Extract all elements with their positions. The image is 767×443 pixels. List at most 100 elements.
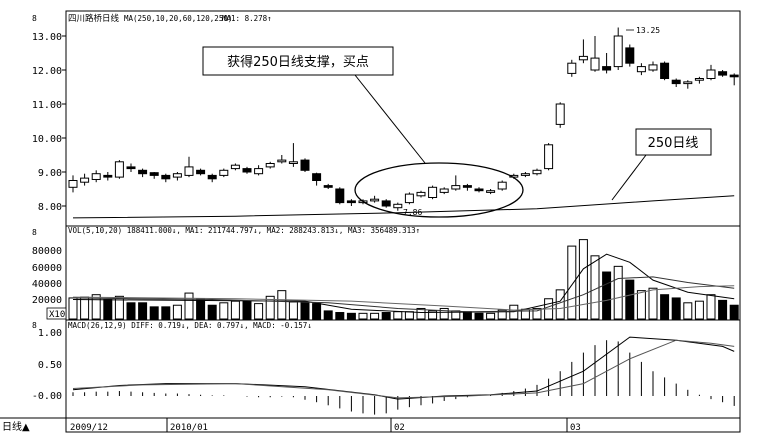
volume-bar [683, 302, 693, 320]
price-tick-label: 13.00 [32, 32, 62, 43]
volume-bar [729, 304, 739, 320]
volume-bar [718, 299, 728, 320]
candle-body [184, 166, 194, 176]
volume-bar [428, 310, 438, 320]
candle-body [114, 161, 124, 178]
ma-params: MA(250,10,20,60,120,250) [124, 14, 232, 23]
candle-body [196, 169, 206, 175]
volume-bar [660, 294, 670, 320]
volume-bar [312, 303, 322, 320]
candle-body [544, 144, 554, 170]
volume-bar [404, 311, 414, 320]
candle-body [474, 188, 484, 192]
timeframe-button[interactable]: 日线▲ [2, 420, 30, 433]
volume-bar [126, 302, 136, 320]
candle-body [172, 173, 182, 178]
macd-tick-label: -0.00 [32, 391, 62, 402]
volume-bar [196, 298, 206, 320]
volume-bar [300, 301, 310, 320]
candle-body [277, 159, 287, 163]
corner-mark-vol[interactable]: 8 [32, 228, 37, 237]
volume-bar [288, 301, 298, 320]
candle-body [416, 191, 426, 197]
candle-body [613, 35, 623, 68]
low-price-label: 7.86 [403, 208, 422, 217]
candle-body [683, 81, 693, 85]
price-tick-label: 10.00 [32, 134, 62, 145]
candle-body [462, 185, 472, 188]
candle-body [91, 173, 101, 180]
volume-unit: X10 [49, 310, 65, 320]
candle-body [520, 173, 530, 176]
corner-mark-top[interactable]: 8 [32, 14, 37, 23]
volume-bar [172, 304, 182, 320]
volume-bar [346, 312, 356, 320]
volume-bar [486, 312, 496, 320]
candle-body [451, 185, 461, 190]
macd-dea-line [72, 339, 735, 399]
candle-body [729, 74, 739, 78]
volume-bar [149, 306, 159, 320]
macd-tick-label: 0.50 [38, 360, 62, 371]
candle-body [265, 163, 275, 168]
candle-body [567, 62, 577, 74]
candle-body [486, 190, 496, 193]
x-axis-label: 2009/12 [70, 423, 108, 433]
volume-bar [335, 312, 345, 320]
macd-header: MACD(26,12,9) DIFF: 0.719↓, DEA: 0.797↓,… [68, 321, 312, 330]
volume-unit-box [46, 307, 67, 320]
macd-diff-line [72, 336, 735, 400]
support-callout-pointer [354, 74, 426, 164]
volume-bar [567, 245, 577, 320]
chart-frame [65, 10, 741, 433]
volume-bar [416, 307, 426, 320]
x-axis-label: 02 [394, 423, 405, 433]
volume-bar [254, 303, 264, 320]
volume-tick-label: 40000 [32, 279, 62, 290]
volume-bar [497, 309, 507, 320]
volume-bar [207, 304, 217, 320]
ma250-callout-pointer [611, 154, 647, 201]
candle-body [126, 166, 136, 170]
candle-body [370, 198, 380, 202]
candle-body [625, 47, 635, 64]
candle-body [242, 168, 252, 173]
candle-body [254, 168, 264, 175]
volume-bar [578, 239, 588, 320]
x-axis-label: 03 [570, 423, 581, 433]
candle-body [706, 69, 716, 79]
ma250-callout-text: 250日线 [648, 136, 699, 151]
volume-bar [381, 312, 391, 320]
volume-bar [462, 311, 472, 320]
volume-bar [532, 307, 542, 320]
corner-mark-macd[interactable]: 8 [32, 321, 37, 330]
candle-body [288, 161, 298, 165]
volume-bar [625, 279, 635, 320]
candle-body [718, 71, 728, 76]
volume-panel [68, 239, 739, 320]
candle-body [312, 173, 322, 181]
volume-tick-label: 20000 [32, 295, 62, 306]
x-axis-label: 2010/01 [170, 423, 208, 433]
candle-body [590, 57, 600, 71]
volume-bar [103, 299, 113, 320]
candle-body [428, 186, 438, 199]
candle-body [439, 188, 449, 193]
macd-y-axis: 1.00 0.50 -0.00 [32, 328, 62, 402]
candle-body [636, 66, 646, 73]
volume-ma-line [72, 285, 735, 311]
candle-body [671, 79, 681, 85]
volume-bar [277, 290, 287, 320]
volume-bar [161, 306, 171, 320]
candle-body [555, 103, 565, 125]
price-tick-label: 8.00 [38, 202, 62, 213]
candle-body [393, 203, 403, 209]
macd-tick-label: 1.00 [38, 328, 62, 339]
price-y-axis: 13.00 12.00 11.00 10.00 9.00 8.00 [32, 32, 62, 213]
candle-body [207, 174, 217, 180]
price-tick-label: 11.00 [32, 100, 62, 111]
volume-bar [474, 312, 484, 320]
volume-ma-line [72, 253, 735, 314]
volume-bar [590, 255, 600, 320]
